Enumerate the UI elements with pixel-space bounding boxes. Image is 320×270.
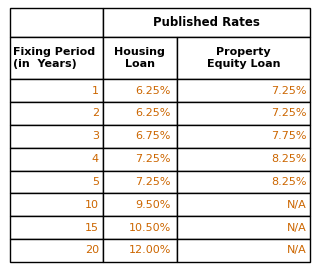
Bar [10, 171, 103, 193]
Text: 8.25%: 8.25% [271, 177, 307, 187]
Text: 7.25%: 7.25% [271, 109, 307, 119]
Bar [103, 171, 177, 193]
Text: Property
Equity Loan: Property Equity Loan [207, 48, 280, 69]
Bar [10, 37, 103, 79]
Text: 7.25%: 7.25% [271, 86, 307, 96]
Bar [177, 171, 310, 193]
Text: 7.25%: 7.25% [135, 154, 171, 164]
Text: 20: 20 [85, 245, 99, 255]
Bar [177, 148, 310, 171]
Bar [103, 239, 177, 262]
Bar [103, 148, 177, 171]
Text: 8.25%: 8.25% [271, 154, 307, 164]
Bar [103, 193, 177, 216]
Bar [103, 37, 177, 79]
Bar [10, 216, 103, 239]
Bar [177, 193, 310, 216]
Text: Fixing Period
(in  Years): Fixing Period (in Years) [13, 48, 96, 69]
Bar [10, 8, 103, 37]
Bar [10, 102, 103, 125]
Bar [103, 8, 310, 37]
Text: 9.50%: 9.50% [135, 200, 171, 210]
Text: 7.25%: 7.25% [135, 177, 171, 187]
Bar [10, 79, 103, 102]
Bar [10, 193, 103, 216]
Text: 2: 2 [92, 109, 99, 119]
Text: 6.75%: 6.75% [135, 131, 171, 141]
Text: 10.50%: 10.50% [129, 223, 171, 233]
Bar [103, 125, 177, 148]
Text: 15: 15 [85, 223, 99, 233]
Text: Housing
Loan: Housing Loan [114, 48, 165, 69]
Bar [103, 216, 177, 239]
Text: 6.25%: 6.25% [135, 109, 171, 119]
Bar [177, 125, 310, 148]
Text: 12.00%: 12.00% [128, 245, 171, 255]
Bar [177, 102, 310, 125]
Text: 7.75%: 7.75% [271, 131, 307, 141]
Text: 1: 1 [92, 86, 99, 96]
Bar [10, 148, 103, 171]
Bar [103, 79, 177, 102]
Bar [177, 79, 310, 102]
Text: 5: 5 [92, 177, 99, 187]
Text: 6.25%: 6.25% [135, 86, 171, 96]
Text: N/A: N/A [287, 200, 307, 210]
Bar [177, 216, 310, 239]
Bar [177, 37, 310, 79]
Bar [177, 239, 310, 262]
Text: N/A: N/A [287, 223, 307, 233]
Text: N/A: N/A [287, 245, 307, 255]
Bar [103, 102, 177, 125]
Bar [10, 125, 103, 148]
Text: Published Rates: Published Rates [153, 16, 260, 29]
Text: 10: 10 [85, 200, 99, 210]
Bar [10, 239, 103, 262]
Text: 3: 3 [92, 131, 99, 141]
Text: 4: 4 [92, 154, 99, 164]
